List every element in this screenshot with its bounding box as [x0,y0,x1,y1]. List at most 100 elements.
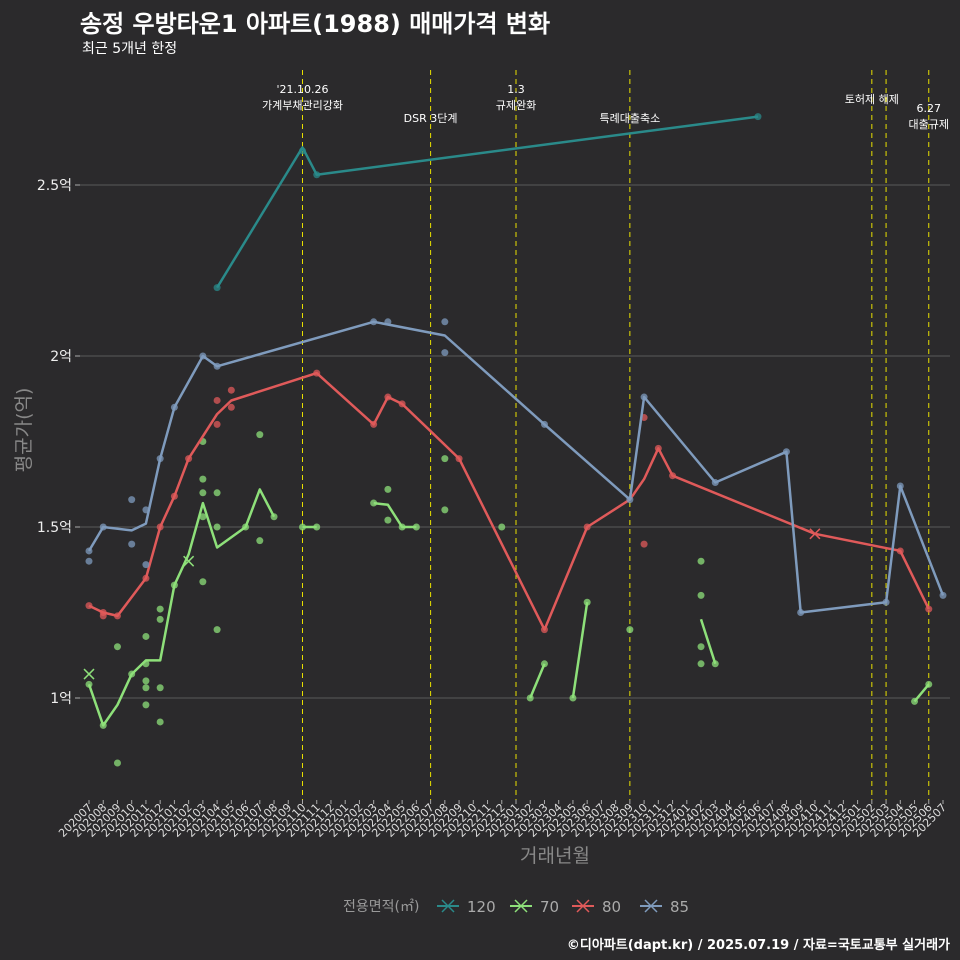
data-point-120 [299,147,306,155]
event-label: 1.3 [507,83,525,96]
data-point-70 [199,475,207,483]
data-point-70 [626,626,634,634]
data-point-70 [213,489,221,497]
data-point-85 [896,482,904,490]
data-point-70 [256,431,264,439]
data-point-70 [270,513,278,521]
data-point-70 [142,660,150,668]
data-point-120 [754,113,762,121]
data-point-85 [128,496,136,504]
y-tick-label: 2억 [50,349,72,365]
series-80 [85,369,933,634]
data-point-70 [569,694,577,702]
data-point-70 [156,605,164,613]
data-point-85 [142,561,150,569]
data-point-70 [384,516,392,524]
data-point-80 [185,455,193,463]
data-point-80 [370,420,378,428]
event-label: DSR 3단계 [404,112,458,125]
data-point-80 [213,420,221,428]
data-point-70 [199,489,207,497]
data-point-70 [370,499,378,507]
data-point-85 [939,591,947,599]
data-point-85 [128,540,136,548]
legend-key-cross [441,899,455,913]
data-point-70 [697,660,705,668]
data-point-70 [142,701,150,709]
data-point-70 [128,670,136,678]
data-point-85 [370,318,378,326]
series-70 [83,431,933,767]
data-point-70 [498,523,506,531]
y-tick-label: 1.5억 [37,520,72,536]
event-label: 가계부채관리강화 [262,99,343,112]
data-point-80 [384,393,392,401]
data-point-70 [85,680,93,688]
data-point-70 [142,684,150,692]
data-point-70 [398,523,406,531]
data-point-85 [441,349,449,357]
y-axis-title: 평균가(억) [13,388,35,473]
legend-key-cross [576,899,590,913]
data-point-85 [711,479,719,487]
data-point-70 [441,506,449,514]
legend-label: 70 [540,898,559,916]
data-point-85 [213,362,221,370]
y-tick-label: 1억 [50,691,72,707]
data-point-70 [199,578,207,586]
data-point-70 [711,660,719,668]
event-label: 규제완화 [496,99,536,112]
data-point-85 [99,523,107,531]
data-point-85 [782,448,790,456]
data-point-80 [85,602,93,610]
data-point-70 [199,513,207,521]
data-point-80 [669,472,677,480]
data-point-70 [213,523,221,531]
data-point-70 [925,680,933,688]
legend-key-cross [644,899,658,913]
chart-title: 송정 우방타운1 아파트(1988) 매매가격 변화 [80,10,551,38]
data-point-85 [384,318,392,326]
legend-key-cross [514,899,528,913]
data-point-80 [540,626,548,634]
series-line-70 [529,663,546,699]
data-point-70 [99,721,107,729]
data-point-70 [384,485,392,493]
data-point-70 [583,598,591,606]
legend-label: 120 [467,898,496,916]
series-line-70 [373,501,417,529]
data-point-85 [199,352,207,360]
data-point-85 [882,598,890,606]
series-120 [213,113,762,292]
cross-marker-70 [83,668,95,680]
data-point-80 [142,574,150,582]
data-point-70 [113,643,121,651]
data-point-85 [540,420,548,428]
data-point-70 [213,626,221,634]
data-point-70 [412,523,420,531]
data-point-80 [896,547,904,555]
data-point-80 [583,523,591,531]
data-point-80 [398,400,406,408]
data-point-70 [911,697,919,705]
data-point-80 [227,386,235,394]
event-label: 6.27 [917,102,942,115]
data-point-85 [797,609,805,616]
data-point-80 [654,444,662,452]
data-point-85 [142,506,150,514]
legend: 전용면적(㎡) 120 70 80 85 [343,898,689,916]
data-point-80 [455,455,463,463]
data-point-70 [313,523,321,531]
event-label: 특례대출축소 [599,112,660,125]
data-point-80 [640,540,648,548]
data-point-80 [227,403,235,411]
event-label: '21.10.26 [276,83,328,96]
cross-marker-70 [183,555,195,567]
series-85 [85,318,947,616]
data-point-80 [925,605,933,613]
data-point-85 [85,557,93,565]
source-caption: ©디아파트(dapt.kr) / 2025.07.19 / 자료=국토교통부 실… [566,938,950,953]
data-point-85 [85,547,93,555]
cross-marker-80 [809,528,821,540]
